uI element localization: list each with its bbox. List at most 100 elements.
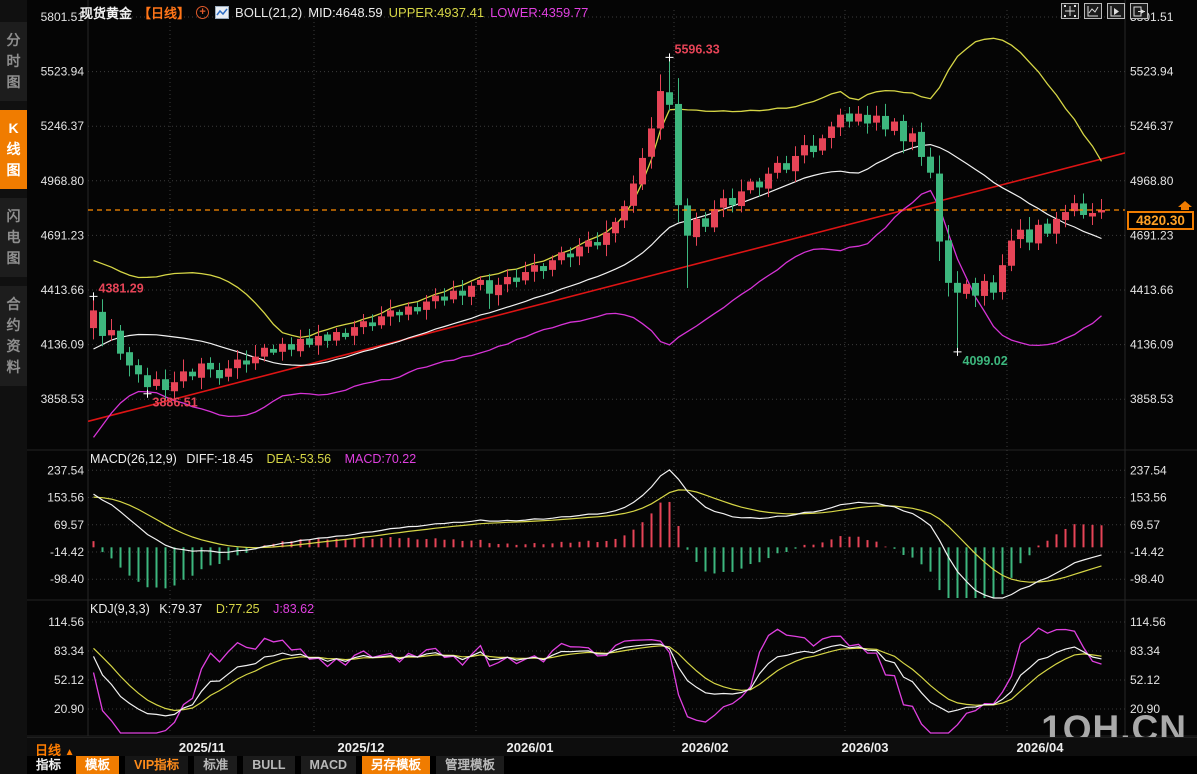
svg-text:83.34: 83.34 xyxy=(1130,644,1160,658)
svg-text:5596.33: 5596.33 xyxy=(675,42,720,56)
kdj-j-value: J:83.62 xyxy=(273,602,315,616)
candles-layer xyxy=(90,57,1105,401)
toolbar-item-3[interactable]: 标准 xyxy=(194,756,238,774)
macd-diff-value: DIFF:-18.45 xyxy=(186,452,254,466)
svg-text:153.56: 153.56 xyxy=(1130,491,1167,505)
date-label-5: 2026/04 xyxy=(1016,740,1064,755)
svg-text:3858.53: 3858.53 xyxy=(1130,392,1174,406)
svg-text:3858.53: 3858.53 xyxy=(41,392,85,406)
macd-header: MACD(26,12,9) DIFF:-18.45 DEA:-53.56 MAC… xyxy=(90,452,416,467)
toolbar-item-0[interactable]: 指标 xyxy=(36,758,62,772)
svg-text:4968.80: 4968.80 xyxy=(1130,174,1174,188)
sidebar-tab-1[interactable]: K线图 xyxy=(0,110,27,189)
svg-text:83.34: 83.34 xyxy=(54,644,84,658)
toolbar-item-1[interactable]: 模板 xyxy=(76,756,120,774)
trend-line xyxy=(88,152,1125,423)
date-label-1: 2025/12 xyxy=(337,740,385,755)
svg-text:52.12: 52.12 xyxy=(1130,673,1160,687)
svg-text:3886.51: 3886.51 xyxy=(153,396,198,410)
svg-text:237.54: 237.54 xyxy=(1130,463,1167,477)
boll-label[interactable]: BOLL(21,2) xyxy=(235,4,303,20)
symbol-name: 现货黄金 xyxy=(80,5,133,21)
kdj-d-value: D:77.25 xyxy=(215,602,260,616)
kdj-k-value: K:79.37 xyxy=(159,602,203,616)
svg-text:69.57: 69.57 xyxy=(54,518,84,532)
svg-text:4136.09: 4136.09 xyxy=(1130,338,1174,352)
title-bar: 现货黄金 【日线】 + BOLL(21,2) MID:4648.59 UPPER… xyxy=(80,3,588,21)
date-axis-row: 日线 ▲ 2025/11 2025/12 2026/01 2026/02 2026/03… xyxy=(27,737,1197,759)
chart-tools xyxy=(1061,3,1148,19)
svg-text:4413.66: 4413.66 xyxy=(41,283,85,297)
sidebar-tab-label: K线图 xyxy=(6,120,21,178)
svg-text:4381.29: 4381.29 xyxy=(99,281,144,295)
sidebar-tab-0[interactable]: 分时图 xyxy=(0,22,27,101)
sidebar-tab-3[interactable]: 合约资料 xyxy=(0,286,27,386)
extreme-annotations: 5596.33 4381.29 3886.51 4099.02 xyxy=(89,42,1008,410)
last-price-badge[interactable]: 4820.30 xyxy=(1127,211,1194,230)
svg-text:4136.09: 4136.09 xyxy=(41,338,85,352)
boll-lower-value: LOWER:4359.77 xyxy=(490,4,589,20)
svg-text:4968.80: 4968.80 xyxy=(41,174,85,188)
date-label-0: 2025/11 xyxy=(178,740,226,755)
svg-text:5523.94: 5523.94 xyxy=(1130,65,1174,79)
crosshair-icon[interactable] xyxy=(1061,3,1079,19)
svg-text:69.57: 69.57 xyxy=(1130,518,1160,532)
sidebar-tab-label: 闪电图 xyxy=(6,208,21,266)
boll-mid-value: MID:4648.59 xyxy=(308,4,383,20)
svg-text:237.54: 237.54 xyxy=(47,463,84,477)
grid-layer xyxy=(88,10,1125,733)
toolbar-item-4[interactable]: BULL xyxy=(243,756,295,774)
svg-text:5523.94: 5523.94 xyxy=(41,65,85,79)
svg-text:5246.37: 5246.37 xyxy=(41,119,85,133)
svg-text:4691.23: 4691.23 xyxy=(1130,228,1174,242)
svg-text:20.90: 20.90 xyxy=(54,702,84,716)
chart-indicator-icon[interactable] xyxy=(1107,3,1125,19)
svg-text:-14.42: -14.42 xyxy=(1130,545,1164,559)
chevron-up-icon: ▲ xyxy=(64,747,75,758)
toolbar-item-6[interactable]: 另存模板 xyxy=(362,756,431,774)
toolbar-item-7[interactable]: 管理模板 xyxy=(436,756,505,774)
svg-text:52.12: 52.12 xyxy=(54,673,84,687)
date-label-2: 2026/01 xyxy=(506,740,554,755)
svg-text:114.56: 114.56 xyxy=(48,615,84,629)
svg-text:5801.51: 5801.51 xyxy=(41,10,85,24)
period-selector[interactable]: 日线 ▲ xyxy=(35,740,75,759)
kdj-header: KDJ(9,3,3) K:79.37 D:77.25 J:83.62 xyxy=(90,602,314,617)
date-label-4: 2026/03 xyxy=(841,740,889,755)
svg-text:-98.40: -98.40 xyxy=(50,572,84,586)
add-overlay-icon[interactable]: + xyxy=(196,5,210,19)
macd-macd-value: MACD:70.22 xyxy=(344,452,417,466)
sidebar-tab-2[interactable]: 闪电图 xyxy=(0,198,27,277)
svg-text:153.56: 153.56 xyxy=(47,491,84,505)
svg-text:4691.23: 4691.23 xyxy=(41,228,85,242)
sidebar-tab-label: 合约资料 xyxy=(6,296,21,375)
period-tag[interactable]: 【日线】 xyxy=(138,5,191,21)
chart-type-sidebar: 分时图 K线图闪电图合约资料 xyxy=(0,0,27,774)
svg-text:4099.02: 4099.02 xyxy=(963,354,1008,368)
macd-panel xyxy=(92,501,1103,598)
boll-upper-value: UPPER:4937.41 xyxy=(388,4,485,20)
sidebar-tab-label: 分时图 xyxy=(6,32,21,90)
svg-text:-98.40: -98.40 xyxy=(1130,572,1164,586)
svg-text:-14.42: -14.42 xyxy=(50,545,84,559)
toolbar-item-2[interactable]: VIP指标 xyxy=(125,756,189,774)
kdj-name[interactable]: KDJ(9,3,3) xyxy=(90,602,150,616)
toolbar-item-5[interactable]: MACD xyxy=(300,756,357,774)
macd-name[interactable]: MACD(26,12,9) xyxy=(90,452,177,466)
indicator-chart-icon[interactable] xyxy=(215,5,230,19)
svg-text:5246.37: 5246.37 xyxy=(1130,119,1174,133)
scroll-to-latest-icon xyxy=(1178,201,1192,211)
svg-text:114.56: 114.56 xyxy=(1130,615,1166,629)
svg-text:20.90: 20.90 xyxy=(1130,702,1160,716)
period-selector-label: 日线 xyxy=(35,743,62,758)
indicator-toolbar: 指标 模板 VIP指标 标准 BULL MACD 另存模板 管理模板 xyxy=(27,756,1197,774)
date-label-3: 2026/02 xyxy=(681,740,729,755)
macd-dea-value: DEA:-53.56 xyxy=(266,452,332,466)
chart-axes-icon[interactable] xyxy=(1084,3,1102,19)
pane-export-icon[interactable] xyxy=(1130,3,1148,19)
macd-lines xyxy=(93,469,1102,599)
svg-text:4413.66: 4413.66 xyxy=(1130,283,1174,297)
